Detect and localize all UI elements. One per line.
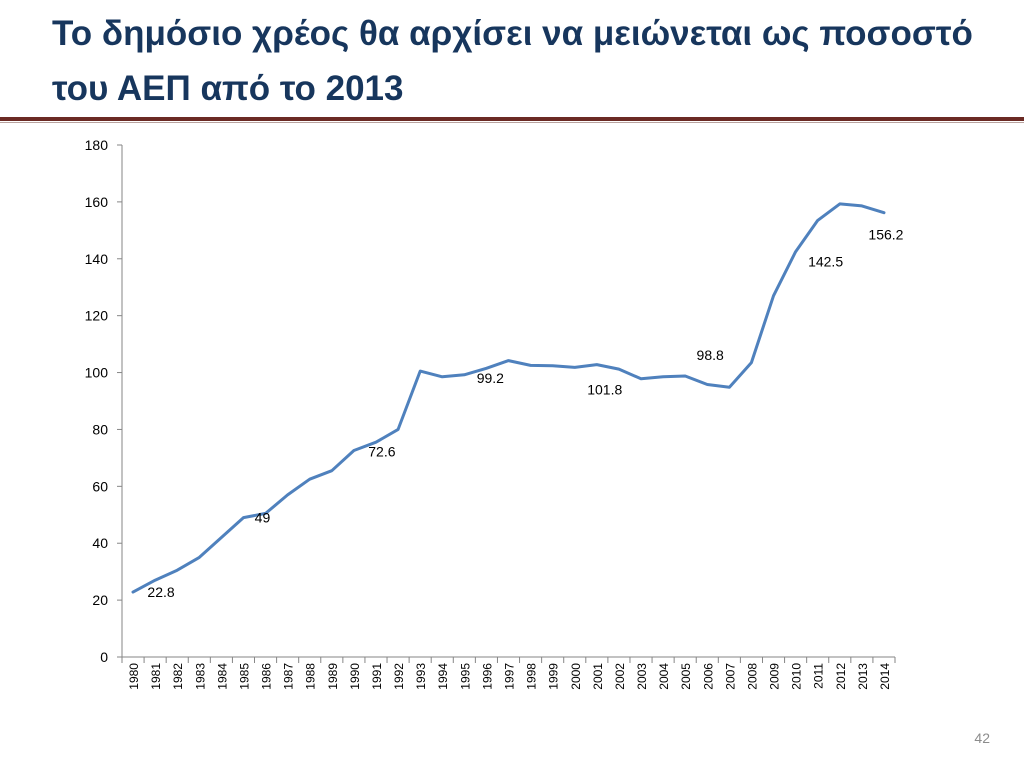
y-tick-label: 40 (92, 535, 108, 551)
x-tick-label: 2011 (812, 663, 826, 689)
x-tick-label: 1999 (547, 663, 561, 690)
x-tick-label: 2013 (856, 663, 870, 690)
x-tick-label: 1994 (436, 663, 450, 690)
x-tick-label: 1993 (414, 663, 428, 690)
x-tick-label: 2000 (569, 663, 583, 690)
x-tick-label: 1982 (171, 663, 185, 690)
x-tick-label: 2005 (679, 663, 693, 690)
x-tick-label: 1998 (525, 663, 539, 690)
x-tick-label: 2001 (591, 663, 605, 690)
y-tick-label: 140 (85, 251, 109, 267)
title-divider-shadow (0, 122, 1024, 123)
x-tick-label: 2014 (878, 663, 892, 690)
x-tick-label: 1989 (326, 663, 340, 690)
x-axis: 1980 1981 1982 1983 1984 1985 1986 1987 1988 1989… (121, 657, 896, 690)
title-divider (0, 117, 1024, 121)
data-label: 22.8 (147, 584, 174, 600)
series-line (131, 202, 886, 594)
x-tick-label: 1983 (193, 663, 207, 690)
y-tick-label: 0 (100, 649, 108, 665)
x-tick-label: 2002 (613, 663, 627, 690)
data-label: 49 (255, 510, 271, 526)
y-tick-label: 100 (85, 365, 109, 381)
y-tick-label: 60 (92, 478, 108, 494)
series-layer (131, 202, 886, 594)
data-label: 98.8 (697, 347, 724, 363)
x-tick-label: 1992 (392, 663, 406, 690)
y-tick-label: 20 (92, 592, 108, 608)
x-tick-label: 2007 (723, 663, 737, 690)
data-label: 142.5 (808, 254, 843, 270)
x-tick-label: 2003 (635, 663, 649, 690)
x-tick-label: 1990 (348, 663, 362, 690)
y-tick-label: 160 (85, 194, 109, 210)
slide-title: Το δημόσιο χρέος θα αρχίσει να μειώνεται… (52, 14, 973, 108)
x-tick-label: 2006 (701, 663, 715, 690)
page-number: 42 (974, 730, 990, 746)
x-tick-label: 1995 (458, 663, 472, 690)
data-label: 72.6 (368, 443, 395, 459)
x-tick-label: 1987 (282, 663, 296, 690)
x-tick-label: 2008 (745, 663, 759, 690)
x-tick-label: 1981 (149, 663, 163, 690)
data-labels: 22.8 49 72.6 99.2 101.8 98.8 142.5 156.2 (147, 227, 903, 600)
x-tick-label: 2012 (834, 663, 848, 690)
data-label: 101.8 (587, 381, 622, 397)
data-label: 156.2 (868, 227, 903, 243)
x-tick-label: 1986 (260, 663, 274, 690)
x-tick-label: 1997 (503, 663, 517, 690)
x-tick-label: 1996 (480, 663, 494, 690)
y-tick-label: 80 (92, 421, 108, 437)
y-tick-label: 120 (85, 308, 109, 324)
x-tick-label: 1988 (304, 663, 318, 690)
y-tick-label: 180 (85, 137, 109, 153)
x-tick-label: 2010 (790, 663, 804, 690)
x-tick-label: 1991 (370, 663, 384, 690)
y-axis: 0 20 40 60 80 100 120 140 160 180 (85, 137, 122, 665)
x-tick-label: 2004 (657, 663, 671, 690)
x-tick-label: 2009 (768, 663, 782, 690)
data-label: 99.2 (477, 370, 504, 386)
x-tick-label: 1985 (237, 663, 251, 690)
x-tick-label: 1984 (215, 663, 229, 690)
x-tick-label: 1980 (127, 663, 141, 690)
